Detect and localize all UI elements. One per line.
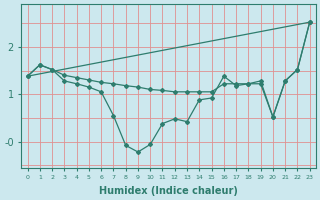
X-axis label: Humidex (Indice chaleur): Humidex (Indice chaleur) xyxy=(99,186,238,196)
